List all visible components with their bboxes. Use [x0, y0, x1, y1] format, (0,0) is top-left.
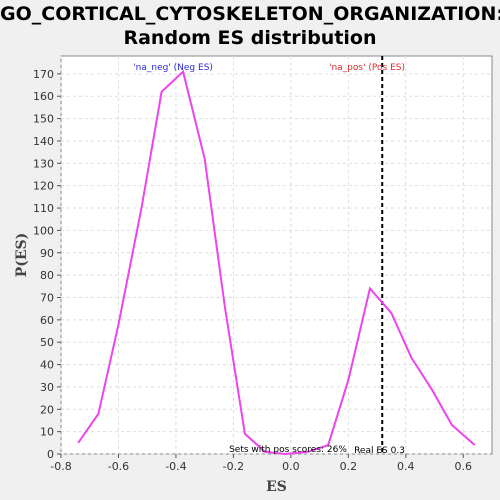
chart-title-line2: Random ES distribution: [123, 27, 377, 49]
y-tick-label: 110: [33, 202, 54, 215]
y-tick-label: 40: [40, 359, 54, 372]
x-tick-label: 0.4: [397, 460, 415, 473]
y-tick-label: 30: [40, 381, 54, 394]
pos-scores-text: Sets with pos scores: 26%: [229, 445, 347, 455]
neg-es-label: 'na_neg' (Neg ES): [133, 63, 213, 73]
grid: [60, 56, 492, 455]
y-tick-label: 120: [33, 180, 54, 193]
x-tick-label: 0.2: [340, 460, 358, 473]
y-tick-label: 10: [40, 426, 54, 439]
y-tick-label: 140: [33, 135, 54, 148]
y-tick-label: 90: [40, 247, 54, 260]
y-tick-label: 70: [40, 291, 54, 304]
x-tick-label: -0.4: [165, 460, 186, 473]
y-tick-label: 130: [33, 157, 54, 170]
y-tick-label: 160: [33, 90, 54, 103]
y-tick-label: 50: [40, 336, 54, 349]
chart-title-line1: GO_CORTICAL_CYTOSKELETON_ORGANIZATION:: [0, 3, 500, 25]
x-tick-label: 0.6: [455, 460, 473, 473]
y-tick-label: 150: [33, 113, 54, 126]
y-tick-label: 80: [40, 269, 54, 282]
y-axis: 0 10 20 30 40 50 60 70 80 90 100 110 120 130 140 150 160…: [33, 68, 61, 461]
x-axis-label: ES: [266, 479, 287, 495]
x-tick-label: -0.6: [108, 460, 129, 473]
x-tick-label: 0.0: [282, 460, 300, 473]
y-tick-label: 20: [40, 403, 54, 416]
series-line: [77, 69, 476, 456]
x-axis: -0.8 -0.6 -0.4 -0.2 0.0 0.2 0.4 0.6: [50, 454, 472, 473]
y-tick-label: 0: [47, 448, 54, 461]
x-tick-label: -0.8: [50, 460, 71, 473]
y-tick-label: 170: [33, 68, 54, 81]
plot-area: [60, 55, 493, 455]
x-tick-label: -0.2: [223, 460, 244, 473]
y-tick-label: 100: [33, 224, 54, 237]
real-es-text: Real ES 0.3: [354, 446, 405, 456]
y-tick-label: 60: [40, 314, 54, 327]
y-axis-label: P(ES): [14, 233, 30, 278]
pos-es-label: 'na_pos' (Pos ES): [329, 63, 405, 73]
